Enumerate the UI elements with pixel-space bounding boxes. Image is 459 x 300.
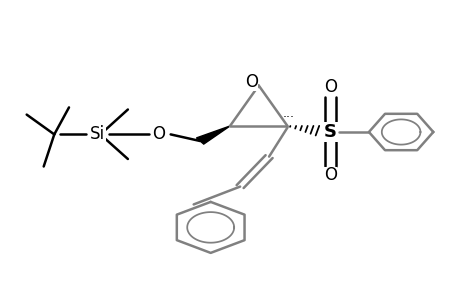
Polygon shape <box>196 126 230 144</box>
Text: S: S <box>323 123 336 141</box>
Text: O: O <box>323 78 336 96</box>
Text: Si: Si <box>90 125 105 143</box>
Text: O: O <box>152 125 165 143</box>
Text: O: O <box>323 167 336 184</box>
Text: O: O <box>245 73 258 91</box>
Text: ···: ··· <box>282 111 294 124</box>
